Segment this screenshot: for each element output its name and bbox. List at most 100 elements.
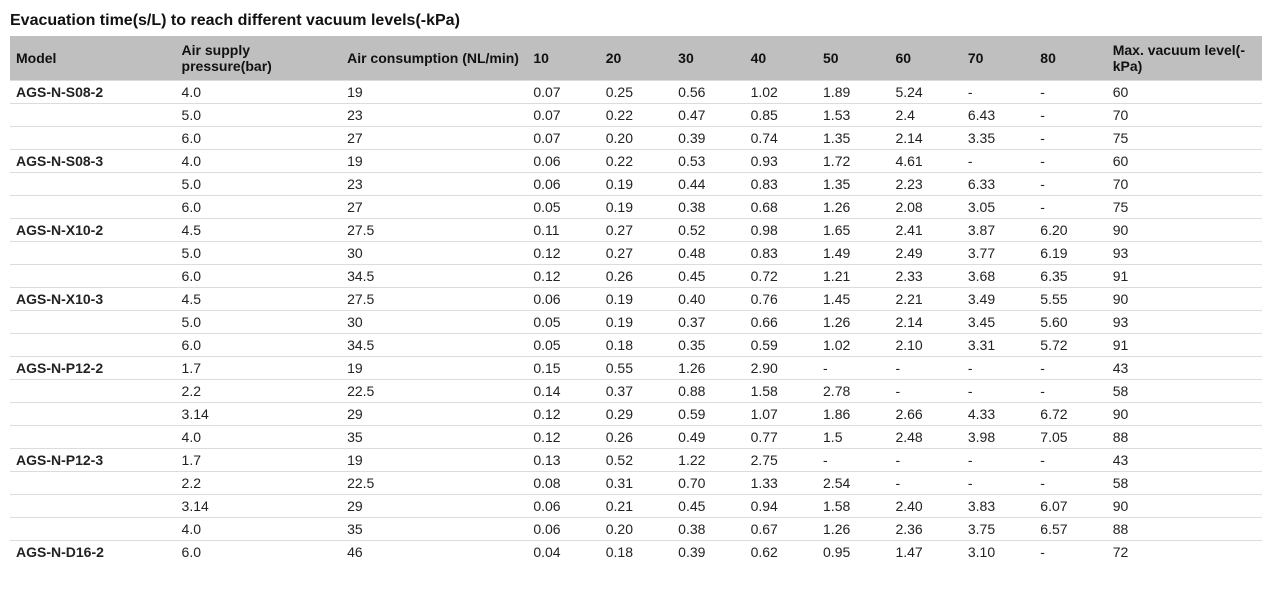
cell-level-50: 1.45 xyxy=(817,288,889,311)
cell-model xyxy=(10,334,176,357)
page-title: Evacuation time(s/L) to reach different … xyxy=(10,12,1262,30)
cell-level-30: 0.48 xyxy=(672,242,744,265)
cell-level-30: 0.49 xyxy=(672,426,744,449)
table-row: AGS-N-P12-31.7190.130.521.222.75----43 xyxy=(10,449,1262,472)
cell-pressure: 6.0 xyxy=(176,127,342,150)
cell-level-50: 0.95 xyxy=(817,541,889,564)
cell-pressure: 1.7 xyxy=(176,449,342,472)
cell-level-60: - xyxy=(889,357,961,380)
cell-level-10: 0.05 xyxy=(527,311,599,334)
cell-level-50: 1.49 xyxy=(817,242,889,265)
cell-pressure: 4.5 xyxy=(176,219,342,242)
table-row: 6.034.50.050.180.350.591.022.103.315.729… xyxy=(10,334,1262,357)
cell-level-70: - xyxy=(962,357,1034,380)
cell-level-30: 0.53 xyxy=(672,150,744,173)
cell-level-40: 0.93 xyxy=(745,150,817,173)
cell-level-50: 1.65 xyxy=(817,219,889,242)
cell-level-50: - xyxy=(817,357,889,380)
cell-level-50: - xyxy=(817,449,889,472)
table-row: 5.0300.050.190.370.661.262.143.455.6093 xyxy=(10,311,1262,334)
cell-level-80: 6.07 xyxy=(1034,495,1106,518)
cell-level-70: 3.98 xyxy=(962,426,1034,449)
cell-level-70: - xyxy=(962,81,1034,104)
cell-level-60: 4.61 xyxy=(889,150,961,173)
cell-max: 72 xyxy=(1107,541,1262,564)
cell-level-30: 0.39 xyxy=(672,541,744,564)
cell-consumption: 27.5 xyxy=(341,288,527,311)
cell-level-80: 5.72 xyxy=(1034,334,1106,357)
cell-consumption: 34.5 xyxy=(341,334,527,357)
cell-level-10: 0.12 xyxy=(527,426,599,449)
cell-level-20: 0.21 xyxy=(600,495,672,518)
cell-consumption: 19 xyxy=(341,81,527,104)
cell-pressure: 6.0 xyxy=(176,541,342,564)
cell-pressure: 6.0 xyxy=(176,334,342,357)
cell-max: 88 xyxy=(1107,426,1262,449)
table-row: AGS-N-S08-34.0190.060.220.530.931.724.61… xyxy=(10,150,1262,173)
cell-consumption: 23 xyxy=(341,173,527,196)
cell-level-20: 0.22 xyxy=(600,150,672,173)
table-header: Model Air supply pressure(bar) Air consu… xyxy=(10,36,1262,81)
cell-consumption: 23 xyxy=(341,104,527,127)
cell-level-70: - xyxy=(962,472,1034,495)
cell-consumption: 29 xyxy=(341,495,527,518)
cell-level-60: 2.21 xyxy=(889,288,961,311)
cell-level-20: 0.19 xyxy=(600,311,672,334)
col-pressure: Air supply pressure(bar) xyxy=(176,36,342,81)
cell-model xyxy=(10,104,176,127)
cell-pressure: 4.5 xyxy=(176,288,342,311)
cell-level-20: 0.31 xyxy=(600,472,672,495)
cell-level-10: 0.08 xyxy=(527,472,599,495)
cell-level-60: 2.41 xyxy=(889,219,961,242)
cell-level-50: 1.35 xyxy=(817,173,889,196)
cell-level-80: - xyxy=(1034,472,1106,495)
table-row: 4.0350.060.200.380.671.262.363.756.5788 xyxy=(10,518,1262,541)
cell-level-40: 0.98 xyxy=(745,219,817,242)
cell-level-70: 3.75 xyxy=(962,518,1034,541)
cell-level-10: 0.05 xyxy=(527,196,599,219)
cell-level-10: 0.07 xyxy=(527,127,599,150)
table-row: AGS-N-D16-26.0460.040.180.390.620.951.47… xyxy=(10,541,1262,564)
cell-level-20: 0.19 xyxy=(600,196,672,219)
cell-level-60: 2.14 xyxy=(889,127,961,150)
cell-level-20: 0.22 xyxy=(600,104,672,127)
cell-model xyxy=(10,426,176,449)
cell-level-20: 0.26 xyxy=(600,426,672,449)
cell-level-20: 0.19 xyxy=(600,173,672,196)
cell-level-60: - xyxy=(889,449,961,472)
cell-level-70: - xyxy=(962,380,1034,403)
cell-level-80: 6.72 xyxy=(1034,403,1106,426)
cell-max: 88 xyxy=(1107,518,1262,541)
cell-level-30: 0.88 xyxy=(672,380,744,403)
cell-level-20: 0.20 xyxy=(600,518,672,541)
cell-max: 58 xyxy=(1107,472,1262,495)
cell-consumption: 27 xyxy=(341,127,527,150)
cell-pressure: 4.0 xyxy=(176,81,342,104)
cell-level-70: 3.87 xyxy=(962,219,1034,242)
cell-consumption: 30 xyxy=(341,311,527,334)
cell-level-30: 0.37 xyxy=(672,311,744,334)
cell-level-80: - xyxy=(1034,81,1106,104)
cell-level-20: 0.55 xyxy=(600,357,672,380)
cell-model xyxy=(10,265,176,288)
cell-level-70: 3.77 xyxy=(962,242,1034,265)
cell-model xyxy=(10,311,176,334)
table-row: 5.0300.120.270.480.831.492.493.776.1993 xyxy=(10,242,1262,265)
col-max: Max. vacuum level(-kPa) xyxy=(1107,36,1262,81)
cell-level-10: 0.12 xyxy=(527,403,599,426)
cell-level-50: 1.02 xyxy=(817,334,889,357)
col-level-80: 80 xyxy=(1034,36,1106,81)
cell-max: 60 xyxy=(1107,150,1262,173)
cell-level-40: 0.94 xyxy=(745,495,817,518)
cell-level-30: 0.45 xyxy=(672,265,744,288)
table-body: AGS-N-S08-24.0190.070.250.561.021.895.24… xyxy=(10,81,1262,564)
cell-level-40: 1.02 xyxy=(745,81,817,104)
cell-level-30: 0.39 xyxy=(672,127,744,150)
cell-model: AGS-N-S08-2 xyxy=(10,81,176,104)
cell-pressure: 6.0 xyxy=(176,265,342,288)
cell-level-50: 1.21 xyxy=(817,265,889,288)
cell-level-50: 1.89 xyxy=(817,81,889,104)
cell-level-60: 2.14 xyxy=(889,311,961,334)
cell-max: 90 xyxy=(1107,219,1262,242)
cell-pressure: 1.7 xyxy=(176,357,342,380)
